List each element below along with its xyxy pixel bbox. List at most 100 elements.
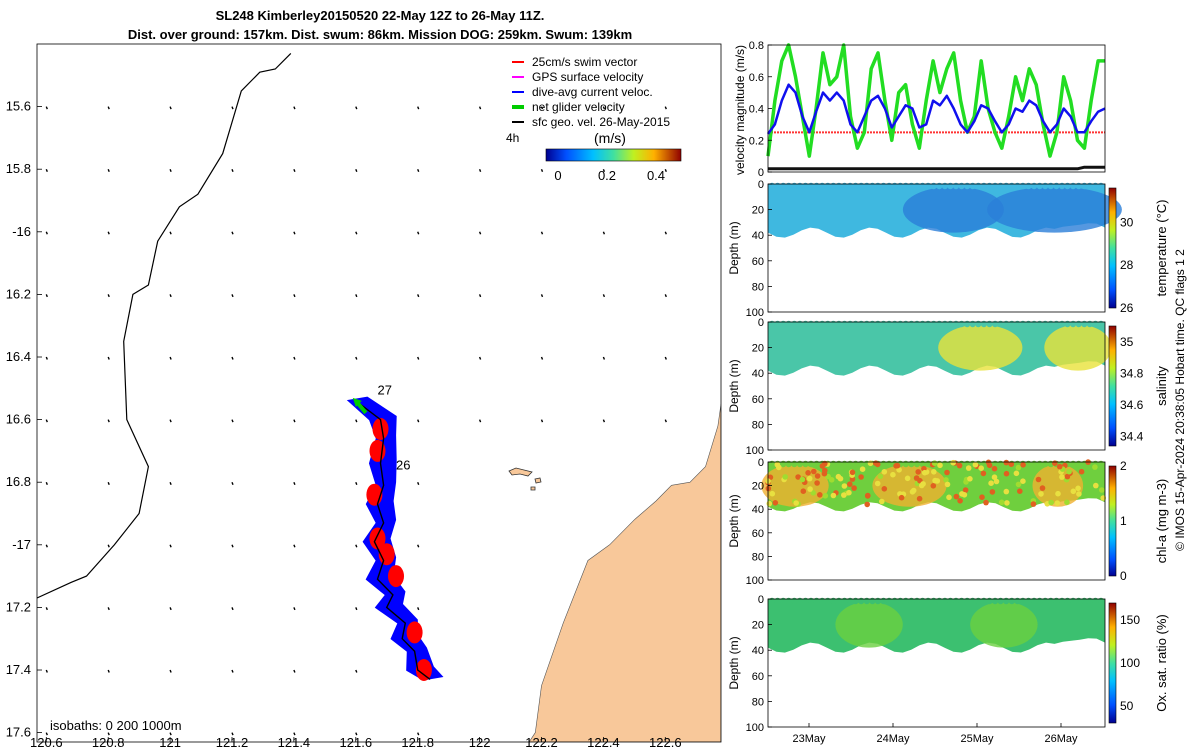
- section-sample-dot: [796, 597, 804, 605]
- chla-sample-dot: [769, 490, 776, 497]
- chla-sample-dot: [904, 475, 911, 482]
- chla-sample-dot: [879, 498, 885, 505]
- geo-vel-arrow: [417, 732, 420, 736]
- geo-vel-arrow: [355, 481, 358, 485]
- chla-sample-dot: [1015, 464, 1022, 471]
- chla-sample-dot: [822, 493, 829, 499]
- chla-sample-dot: [1003, 459, 1010, 466]
- chla-sample-dot: [817, 492, 823, 498]
- section-sample-dot: [874, 597, 882, 605]
- geo-vel-arrow: [169, 544, 172, 548]
- section-accent-patch: [970, 601, 1038, 648]
- section-colorbar: [1108, 325, 1117, 447]
- chla-sample-dot: [998, 499, 1005, 506]
- section-y-label: Depth (m): [727, 221, 741, 274]
- chla-sample-dot: [1020, 462, 1026, 468]
- map-y-tick-label: 15.6: [6, 99, 31, 114]
- chla-sample-dot: [931, 469, 937, 475]
- chla-sample-dot: [1066, 468, 1072, 475]
- geo-vel-arrow: [107, 356, 110, 360]
- section-sample-dot: [947, 597, 954, 605]
- section-sample-dot: [858, 597, 865, 605]
- chla-sample-dot: [991, 465, 998, 472]
- time-tick-label: 24May: [876, 733, 910, 745]
- section-sample-dot: [835, 597, 843, 605]
- section-sample-dot: [1025, 597, 1032, 605]
- geo-vel-arrow: [107, 419, 110, 423]
- geo-vel-arrow: [664, 231, 667, 235]
- map-y-axis: 15.6 15.8 -16 16.2 16.4 16.6 16.8 -17 17.2 17.4 17…: [6, 99, 42, 740]
- temperature-section: 0 20 40 60 80 100 Depth (m) 26 28 30 temperature (…: [727, 179, 1169, 319]
- svg-text:sfc geo. vel. 26-May-2015: sfc geo. vel. 26-May-2015: [532, 115, 670, 129]
- chla-sample-dot: [851, 485, 857, 491]
- chla-sample-dot: [959, 491, 965, 497]
- geo-vel-arrow: [540, 168, 544, 172]
- chla-sample-dot: [1070, 488, 1077, 495]
- velocity-y-tick-label: 0.6: [749, 72, 764, 84]
- chla-sample-dot: [1004, 500, 1010, 506]
- velocity-y-tick-label: 0: [758, 167, 764, 179]
- section-sample-dot: [1081, 597, 1088, 605]
- day-label-27: 27: [378, 383, 392, 398]
- section-y-tick-label: 100: [746, 575, 764, 587]
- glider-track-line: [355, 400, 431, 680]
- chla-sample-dot: [1099, 487, 1105, 493]
- section-sample-dot: [1086, 597, 1094, 605]
- geo-vel-arrow: [355, 732, 358, 736]
- section-colorbar: [1108, 602, 1117, 724]
- map-x-tick-label: 121.4: [278, 735, 311, 750]
- chla-sample-dot: [1003, 470, 1010, 477]
- section-sample-dot: [975, 597, 982, 605]
- chla-sample-dot: [1064, 499, 1070, 506]
- section-colorbar-label: salinity: [1154, 366, 1169, 406]
- geo-vel-arrow: [169, 669, 172, 673]
- section-y-tick-label: 60: [752, 256, 764, 268]
- geo-vel-arrow: [664, 294, 667, 298]
- section-accent-patch: [938, 324, 1023, 371]
- section-sample-dot: [869, 597, 876, 605]
- geo-vel-arrow: [45, 168, 48, 172]
- swim-vector-mark: [415, 659, 432, 681]
- geo-vel-arrow: [417, 544, 420, 548]
- section-sample-dot: [791, 597, 798, 605]
- chla-sample-dot: [867, 460, 874, 467]
- velocity-series-line: [766, 83, 1106, 135]
- section-sample-dot: [936, 597, 943, 605]
- map-x-axis: 120.6 120.8 121 121.2 121.4 121.6 121.8 122 122.…: [30, 735, 682, 750]
- section-sample-dot: [902, 597, 909, 605]
- section-y-tick-label: 60: [752, 394, 764, 406]
- section-y-label: Depth (m): [727, 494, 741, 547]
- section-y-tick-label: 100: [746, 307, 764, 319]
- geo-vel-arrow: [45, 294, 48, 298]
- geo-vel-arrow: [107, 481, 110, 485]
- section-sample-dot: [1019, 597, 1027, 605]
- chla-sample-dot: [921, 469, 928, 476]
- geo-vel-arrow: [355, 669, 358, 673]
- section-y-tick-label: 0: [758, 457, 764, 469]
- section-sample-dot: [1008, 597, 1015, 605]
- map-y-tick-label: 17.4: [6, 662, 31, 677]
- section-frame: [767, 183, 1106, 313]
- geo-vel-arrow: [478, 231, 482, 235]
- geo-vel-arrow: [664, 106, 667, 110]
- section-y-tick-label: 60: [752, 528, 764, 540]
- geo-vel-arrow: [540, 106, 544, 110]
- day-label-26: 26: [396, 458, 410, 473]
- section-sample-dot: [885, 597, 893, 605]
- section-y-tick-label: 20: [752, 481, 764, 493]
- section-sample-dot: [1014, 597, 1021, 605]
- chla-sample-dot: [898, 494, 905, 501]
- geo-vel-arrow: [293, 106, 296, 110]
- section-colorbar-label: temperature (°C): [1154, 200, 1169, 297]
- geo-vel-arrow: [355, 106, 358, 110]
- velocity-y-axis: 0 0.2 0.4 0.6 0.8: [749, 40, 772, 179]
- geo-vel-arrow: [107, 607, 110, 611]
- chla-sample-dot: [814, 473, 821, 479]
- chla-sample-dot: [962, 487, 969, 493]
- geo-vel-arrow: [45, 481, 48, 485]
- section-colorbar-tick-label: 0: [1120, 569, 1127, 583]
- section-sample-dot: [1053, 597, 1060, 605]
- geo-vel-arrow: [45, 732, 48, 736]
- chla-sample-dot: [847, 481, 853, 488]
- chla-sample-dot: [864, 501, 870, 508]
